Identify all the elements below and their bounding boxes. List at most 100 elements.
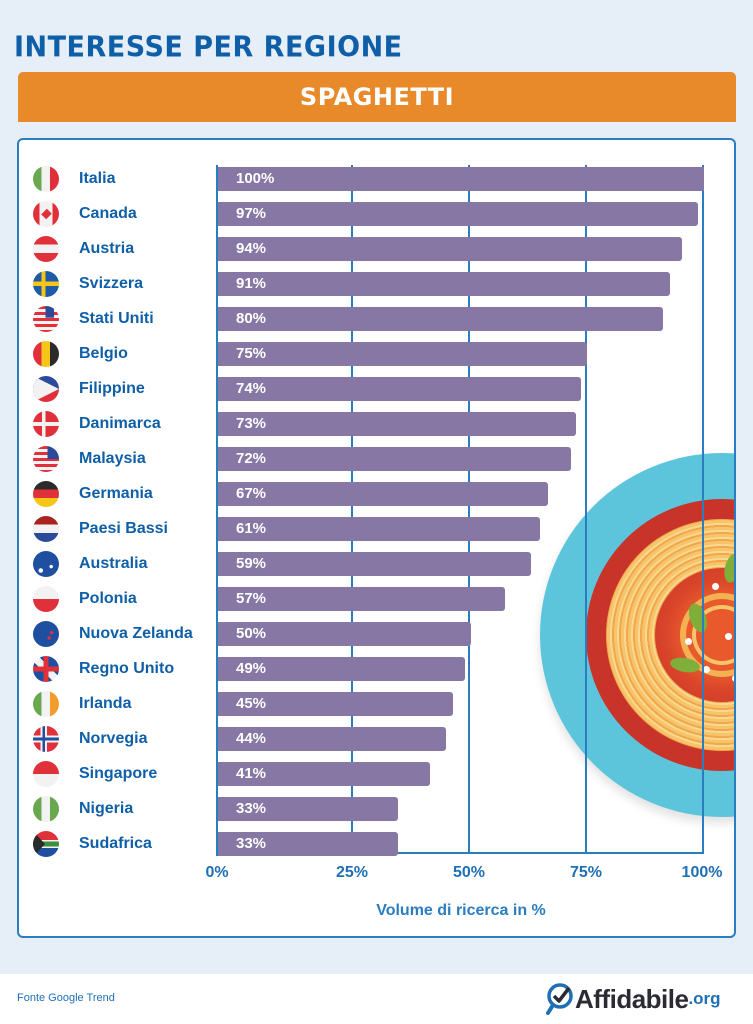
malaysia-flag-icon bbox=[33, 446, 59, 472]
chart-row: Filippine 74% bbox=[19, 376, 719, 402]
poland-flag-icon bbox=[33, 586, 59, 612]
x-tick-25: 25% bbox=[335, 864, 369, 881]
gridline-25 bbox=[351, 165, 353, 854]
bar: 44% bbox=[218, 727, 446, 751]
singapore-flag-icon bbox=[33, 761, 59, 787]
country-label: Singapore bbox=[79, 765, 158, 782]
chart-row: Italia 100% bbox=[19, 166, 719, 192]
spaghetti-plate-illustration bbox=[540, 453, 734, 817]
bar: 33% bbox=[218, 797, 398, 821]
magnifier-check-icon bbox=[545, 982, 575, 1016]
logo-wordmark: Affidabile bbox=[575, 983, 689, 1014]
bar-value: 80% bbox=[236, 310, 267, 327]
bar: 59% bbox=[218, 552, 531, 576]
ireland-flag-icon bbox=[33, 691, 59, 717]
bar: 80% bbox=[218, 307, 663, 331]
austria-flag-icon bbox=[33, 236, 59, 262]
gridline-50 bbox=[468, 165, 470, 854]
bar: 74% bbox=[218, 377, 581, 401]
bar: 49% bbox=[218, 657, 465, 681]
bar-value: 33% bbox=[236, 835, 267, 852]
bar-value: 75% bbox=[236, 345, 267, 362]
chart-row: Australia 59% bbox=[19, 551, 719, 577]
source-note: Fonte Google Trend bbox=[17, 992, 115, 1004]
bar: 33% bbox=[218, 832, 398, 856]
x-tick-75: 75% bbox=[569, 864, 603, 881]
bar: 100% bbox=[218, 167, 704, 191]
chart-row: Belgio 75% bbox=[19, 341, 719, 367]
bar-value: 45% bbox=[236, 695, 267, 712]
bar-value: 44% bbox=[236, 730, 267, 747]
bar: 73% bbox=[218, 412, 576, 436]
bar: 94% bbox=[218, 237, 682, 261]
canada-flag-icon bbox=[33, 201, 59, 227]
bar-value: 74% bbox=[236, 380, 267, 397]
country-label: Nuova Zelanda bbox=[79, 625, 193, 642]
norway-flag-icon bbox=[33, 726, 59, 752]
bar-value: 50% bbox=[236, 625, 267, 642]
bar-value: 61% bbox=[236, 520, 267, 537]
country-label: Italia bbox=[79, 170, 116, 187]
country-label: Stati Uniti bbox=[79, 310, 154, 327]
chart-row: Austria 94% bbox=[19, 236, 719, 262]
bar: 72% bbox=[218, 447, 571, 471]
chart-row: Singapore 41% bbox=[19, 761, 719, 787]
country-label: Filippine bbox=[79, 380, 145, 397]
chart-row: Malaysia 72% bbox=[19, 446, 719, 472]
country-label: Irlanda bbox=[79, 695, 132, 712]
bar: 45% bbox=[218, 692, 453, 716]
chart-row: Danimarca 73% bbox=[19, 411, 719, 437]
bar-value: 33% bbox=[236, 800, 267, 817]
chart-row: Canada 97% bbox=[19, 201, 719, 227]
bar: 41% bbox=[218, 762, 430, 786]
chart-row: Norvegia 44% bbox=[19, 726, 719, 752]
country-label: Germania bbox=[79, 485, 153, 502]
chart-row: Sudafrica 33% bbox=[19, 831, 719, 857]
bar: 61% bbox=[218, 517, 540, 541]
country-label: Belgio bbox=[79, 345, 128, 362]
x-tick-0: 0% bbox=[205, 864, 229, 881]
chart-row: Polonia 57% bbox=[19, 586, 719, 612]
bar-value: 41% bbox=[236, 765, 267, 782]
bar-value: 67% bbox=[236, 485, 267, 502]
country-label: Sudafrica bbox=[79, 835, 152, 852]
x-tick-50: 50% bbox=[452, 864, 486, 881]
bar-value: 49% bbox=[236, 660, 267, 677]
chart-row: Svizzera 91% bbox=[19, 271, 719, 297]
new-zealand-flag-icon bbox=[33, 621, 59, 647]
gridline-75 bbox=[585, 165, 587, 854]
denmark-flag-icon bbox=[33, 411, 59, 437]
australia-flag-icon bbox=[33, 551, 59, 577]
x-axis-line bbox=[216, 852, 704, 854]
y-axis-line bbox=[216, 165, 218, 856]
chart-row: Nigeria 33% bbox=[19, 796, 719, 822]
page-title: INTERESSE PER REGIONE bbox=[14, 31, 403, 64]
bar: 57% bbox=[218, 587, 505, 611]
country-label: Norvegia bbox=[79, 730, 148, 747]
footer: Fonte Google Trend Affidabile .org bbox=[0, 974, 753, 1024]
country-label: Austria bbox=[79, 240, 135, 257]
uk-flag-icon bbox=[33, 656, 59, 682]
affidabile-logo[interactable]: Affidabile .org bbox=[545, 982, 721, 1016]
chart-row: Regno Unito 49% bbox=[19, 656, 719, 682]
chart-row: Irlanda 45% bbox=[19, 691, 719, 717]
bar-value: 100% bbox=[236, 170, 275, 187]
chart-row: Nuova Zelanda 50% bbox=[19, 621, 719, 647]
bar-value: 72% bbox=[236, 450, 267, 467]
bar-value: 59% bbox=[236, 555, 267, 572]
italy-flag-icon bbox=[33, 166, 59, 192]
category-banner: SPAGHETTI bbox=[18, 72, 736, 122]
chart-row: Germania 67% bbox=[19, 481, 719, 507]
gridline-100 bbox=[702, 165, 704, 854]
philippines-flag-icon bbox=[33, 376, 59, 402]
x-axis-label: Volume di ricerca in % bbox=[376, 902, 546, 919]
country-label: Malaysia bbox=[79, 450, 146, 467]
bar: 67% bbox=[218, 482, 548, 506]
nigeria-flag-icon bbox=[33, 796, 59, 822]
country-label: Canada bbox=[79, 205, 137, 222]
chart-row: Paesi Bassi 61% bbox=[19, 516, 719, 542]
usa-flag-icon bbox=[33, 306, 59, 332]
bar: 50% bbox=[218, 622, 471, 646]
bar: 97% bbox=[218, 202, 698, 226]
bar-value: 57% bbox=[236, 590, 267, 607]
